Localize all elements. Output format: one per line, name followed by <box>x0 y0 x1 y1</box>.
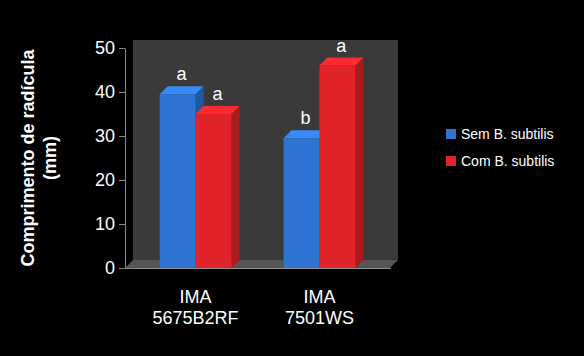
bar-top <box>160 86 204 94</box>
bar <box>319 66 355 268</box>
y-axis-line <box>125 49 126 269</box>
y-tick-label: 40 <box>95 82 115 102</box>
x-tick-label: IMA7501WS <box>285 287 354 329</box>
y-tick-mark <box>119 268 125 269</box>
bar <box>196 114 232 268</box>
legend-item: Sem B. subtilis <box>446 126 554 142</box>
y-tick-mark <box>119 180 125 181</box>
x-tick-label-line: IMA <box>303 287 335 307</box>
y-tick-mark <box>119 48 125 49</box>
bar <box>284 138 320 268</box>
legend-swatch <box>446 129 456 139</box>
chart: 01020304050IMA5675B2RFIMA7501WSabaaCompr… <box>0 0 584 356</box>
bar-letter: b <box>300 108 310 128</box>
y-tick-label: 20 <box>95 170 115 190</box>
x-tick: IMA5675B2RF <box>153 268 239 328</box>
y-axis: 0 10 20 30 40 50 <box>95 38 126 278</box>
y-tick-mark <box>119 224 125 225</box>
bar-group <box>319 58 363 268</box>
bar-top <box>196 106 240 114</box>
x-axis: IMA5675B2RFIMA7501WS <box>126 268 391 328</box>
y-tick: 40 <box>95 82 125 102</box>
y-tick: 0 <box>105 258 125 278</box>
bar-side <box>231 106 239 268</box>
bar-letter: a <box>213 84 224 104</box>
x-tick-label-line: 7501WS <box>285 308 354 328</box>
x-tick-label-line: IMA <box>180 287 212 307</box>
bar-letter: a <box>336 36 347 56</box>
background <box>0 0 584 356</box>
legend-label: Com B. subtilis <box>461 153 554 169</box>
bar-top <box>319 58 363 66</box>
y-axis-title-line: (mm) <box>40 136 60 180</box>
y-tick-label: 50 <box>95 38 115 58</box>
y-tick-mark <box>119 92 125 93</box>
legend-item: Com B. subtilis <box>446 153 554 169</box>
y-tick: 50 <box>95 38 125 58</box>
legend: Sem B. subtilis Com B. subtilis <box>446 126 554 169</box>
y-tick-mark <box>119 136 125 137</box>
plot: 01020304050IMA5675B2RFIMA7501WSabaa <box>95 36 398 329</box>
y-axis-title-line: Comprimento de radícula <box>18 48 38 266</box>
y-tick: 20 <box>95 170 125 190</box>
y-tick-label: 30 <box>95 126 115 146</box>
bar-side <box>355 58 363 268</box>
bars <box>160 58 364 268</box>
x-tick-label: IMA5675B2RF <box>153 287 239 329</box>
y-tick-label: 10 <box>95 214 115 234</box>
x-axis-line <box>126 268 391 269</box>
legend-label: Sem B. subtilis <box>461 126 554 142</box>
legend-swatch <box>446 156 456 166</box>
bar-letters: a b a a <box>177 36 348 129</box>
x-tick-label-line: 5675B2RF <box>153 308 239 328</box>
y-tick: 10 <box>95 214 125 234</box>
y-tick: 30 <box>95 126 125 146</box>
y-axis-title: Comprimento de radícula(mm) <box>18 48 60 266</box>
x-tick: IMA7501WS <box>285 268 354 328</box>
bar-group <box>196 106 240 268</box>
bar-letter: a <box>177 64 188 84</box>
bar <box>160 94 196 268</box>
y-tick-label: 0 <box>105 258 115 278</box>
